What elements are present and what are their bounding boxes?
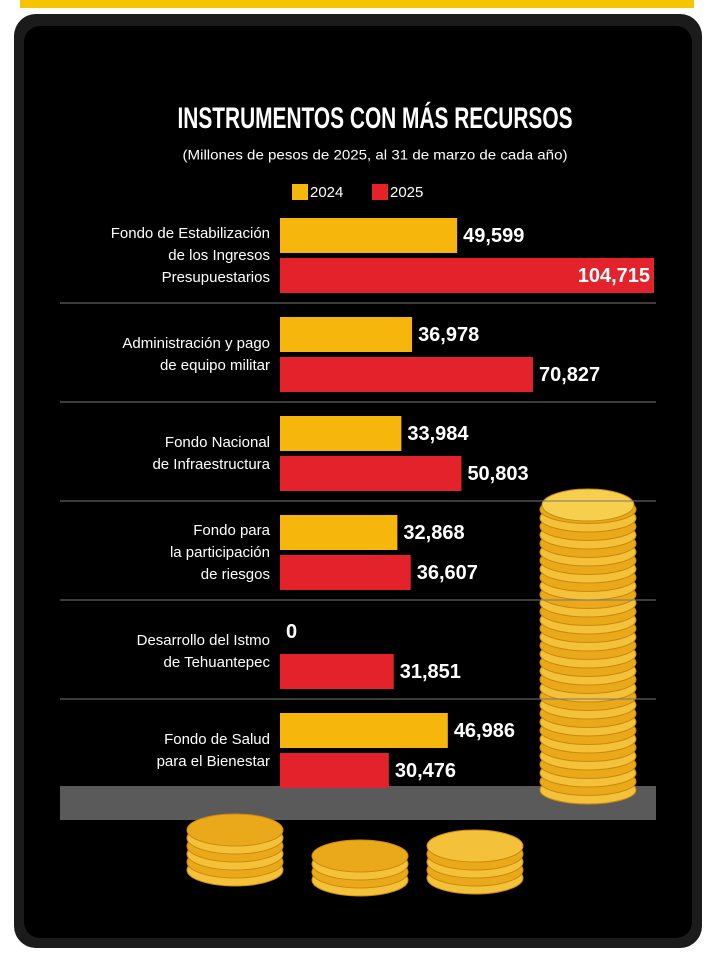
legend-label: 2024 — [310, 184, 343, 201]
bar — [280, 258, 654, 293]
category-label: Fondo Nacional de Infraestructura — [152, 434, 270, 473]
value-label: 70,827 — [539, 364, 600, 386]
bar — [280, 753, 389, 788]
bar — [280, 654, 394, 689]
coin — [426, 829, 524, 863]
category-label: Fondo para la participación de riesgos — [169, 522, 270, 583]
value-label: 104,715 — [578, 265, 650, 287]
chart-subtitle: (Millones de pesos de 2025, al 31 de mar… — [183, 147, 568, 163]
coin — [186, 813, 284, 847]
category-label: Desarrollo del Istmo de Tehuantepec — [136, 632, 270, 671]
bar — [280, 218, 458, 253]
category-label: Fondo de Salud para el Bienestar — [156, 731, 270, 770]
bar — [280, 713, 448, 748]
coins — [186, 488, 637, 897]
top-strip — [20, 0, 694, 8]
value-label: 50,803 — [467, 463, 528, 485]
value-label: 33,984 — [407, 423, 469, 445]
value-label: 36,607 — [417, 562, 478, 584]
coin — [311, 839, 409, 873]
value-label: 32,868 — [403, 522, 464, 544]
category-label: Fondo de Estabilización de los Ingresos … — [110, 225, 270, 286]
bar — [280, 456, 462, 491]
chart-title: INSTRUMENTOS CON MÁS RECURSOS — [178, 101, 573, 135]
legend-swatch — [292, 184, 308, 200]
bar — [280, 555, 411, 590]
value-label: 36,978 — [418, 324, 479, 346]
bar — [280, 317, 413, 352]
bar — [280, 416, 402, 451]
legend-label: 2025 — [390, 184, 423, 201]
bar — [280, 357, 533, 392]
legend-swatch — [372, 184, 388, 200]
value-label: 49,599 — [463, 225, 524, 247]
value-label: 46,986 — [454, 720, 515, 742]
value-label: 0 — [286, 621, 297, 643]
coin — [541, 488, 635, 522]
category-label: Administración y pago de equipo militar — [122, 335, 270, 374]
bar — [280, 515, 398, 550]
value-label: 30,476 — [395, 760, 456, 782]
value-label: 31,851 — [400, 661, 461, 683]
